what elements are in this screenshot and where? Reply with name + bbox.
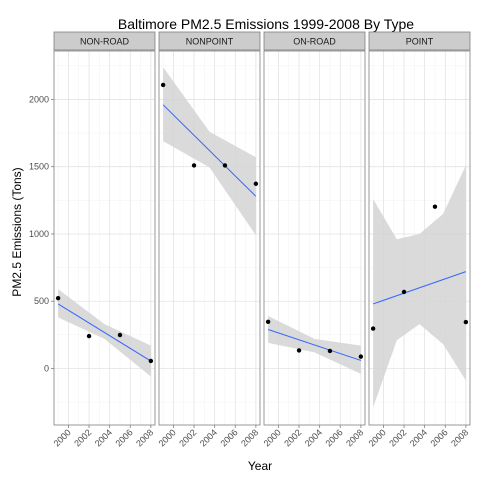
panel-point: POINT 2000 2002 2004 2006 2008 [367, 31, 471, 449]
panel-border [158, 50, 261, 426]
data-point [296, 348, 302, 353]
data-point [253, 181, 259, 186]
x-tick-label: 2004 [408, 427, 429, 448]
facet-strip [158, 31, 261, 51]
y-tick-label: 2000 [29, 94, 49, 104]
x-axis-label: Year [248, 459, 272, 473]
data-point [222, 163, 228, 168]
trend-line [267, 329, 362, 361]
facet-strip [368, 31, 471, 51]
trend-line [57, 303, 152, 362]
data-point [327, 348, 333, 354]
x-tick-label: 2008 [239, 427, 260, 448]
y-tick-label: 500 [34, 296, 49, 306]
data-point [463, 319, 469, 325]
panel-background [54, 51, 155, 425]
facet-strip-label: NONPOINT [186, 37, 234, 47]
x-tick-label: 2006 [428, 427, 449, 448]
facet-strip [53, 31, 156, 51]
x-tick-label: 2002 [72, 427, 93, 448]
x-tick-label: 2002 [282, 427, 303, 448]
panel-nonpoint: NONPOINT 2000 2002 2004 2006 2008 [157, 31, 261, 449]
y-tick-label: 1000 [29, 229, 49, 239]
x-tick-label: 2000 [262, 427, 283, 448]
panel-background [264, 51, 365, 425]
x-tick-label: 2000 [367, 427, 388, 448]
data-point [148, 358, 154, 364]
x-tick-label: 2008 [449, 427, 470, 448]
x-tick-label: 2006 [113, 427, 134, 448]
panel-non-road: NON-ROAD 2000 2002 2004 2006 2008 [52, 31, 156, 449]
confidence-band [373, 165, 466, 408]
data-point [117, 332, 123, 338]
data-point [432, 204, 438, 209]
chart-title: Baltimore PM2.5 Emissions 1999-2008 By T… [118, 16, 414, 32]
panel-on-road: ON-ROAD 2000 2002 2004 2006 2008 [262, 31, 366, 449]
facet-strip [263, 31, 366, 51]
data-point [370, 326, 376, 331]
y-tick-label: 1500 [29, 162, 49, 172]
trend-line [372, 271, 467, 305]
x-tick-label: 2008 [134, 427, 155, 448]
data-point [358, 354, 364, 359]
data-point [191, 163, 197, 168]
panel-border [263, 50, 366, 426]
x-tick-label: 2006 [323, 427, 344, 448]
data-point [401, 289, 407, 295]
x-tick-label: 2000 [157, 427, 178, 448]
y-tick-label: 0 [44, 363, 49, 373]
x-tick-label: 2008 [344, 427, 365, 448]
facet-strip-label: POINT [406, 37, 434, 47]
data-point [55, 295, 61, 301]
x-tick-label: 2004 [93, 427, 114, 448]
x-tick-label: 2002 [177, 427, 198, 448]
y-axis: 0 500 1000 1500 2000 [29, 94, 54, 373]
x-tick-label: 2004 [303, 427, 324, 448]
trend-line [162, 104, 257, 197]
x-tick-label: 2006 [218, 427, 239, 448]
data-point [265, 319, 271, 325]
data-point [86, 333, 92, 339]
x-tick-label: 2004 [198, 427, 219, 448]
x-tick-label: 2002 [387, 427, 408, 448]
panel-border [368, 50, 471, 426]
panel-border [53, 50, 156, 426]
x-tick-label: 2000 [52, 427, 73, 448]
facet-strip-label: ON-ROAD [293, 37, 336, 47]
y-axis-label: PM2.5 Emissions (Tons) [10, 167, 24, 296]
data-point [160, 82, 166, 88]
facet-strip-label: NON-ROAD [80, 37, 129, 47]
